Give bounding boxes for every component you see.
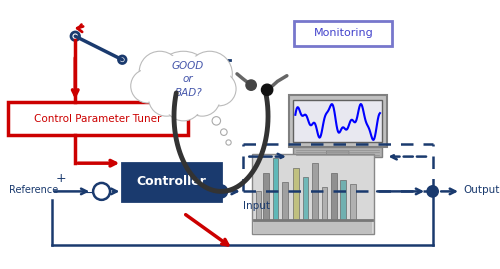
Bar (322, 187, 328, 220)
Text: +: + (56, 172, 66, 185)
Text: Output: Output (464, 185, 500, 194)
Circle shape (212, 117, 220, 125)
Bar (303, 177, 308, 220)
Bar (312, 163, 318, 220)
Circle shape (130, 69, 164, 103)
Text: Control Parameter Tuner: Control Parameter Tuner (34, 114, 162, 123)
Circle shape (246, 80, 256, 90)
Text: GOOD
or
BAD?: GOOD or BAD? (172, 61, 204, 98)
Bar (340, 180, 346, 220)
FancyBboxPatch shape (288, 95, 386, 147)
FancyBboxPatch shape (294, 100, 382, 143)
FancyBboxPatch shape (294, 21, 392, 46)
Bar (282, 182, 288, 220)
Circle shape (262, 84, 273, 95)
Bar (256, 192, 262, 220)
Circle shape (214, 185, 228, 198)
FancyBboxPatch shape (8, 102, 188, 135)
Circle shape (204, 73, 234, 104)
Circle shape (154, 51, 214, 111)
Circle shape (226, 140, 231, 145)
Text: Input: Input (242, 200, 270, 211)
Bar (273, 158, 278, 220)
Circle shape (164, 83, 202, 121)
FancyBboxPatch shape (252, 154, 374, 234)
FancyBboxPatch shape (294, 147, 382, 157)
FancyBboxPatch shape (122, 163, 221, 201)
Text: −: − (84, 187, 94, 200)
Circle shape (184, 80, 220, 116)
Bar (264, 173, 269, 220)
Circle shape (166, 85, 200, 119)
Circle shape (132, 70, 163, 102)
Text: Controller: Controller (136, 175, 206, 189)
Text: Reference: Reference (10, 185, 58, 194)
Circle shape (189, 53, 230, 95)
Circle shape (139, 51, 180, 93)
Text: Monitoring: Monitoring (314, 29, 373, 38)
Circle shape (186, 82, 218, 115)
Circle shape (148, 80, 184, 116)
Bar (350, 184, 356, 220)
Circle shape (156, 54, 211, 109)
FancyBboxPatch shape (254, 221, 372, 234)
Bar (294, 168, 299, 220)
Circle shape (150, 82, 183, 115)
Bar (331, 173, 336, 220)
FancyBboxPatch shape (326, 151, 349, 156)
Circle shape (202, 72, 236, 106)
Circle shape (427, 186, 438, 197)
Circle shape (187, 51, 232, 96)
Circle shape (141, 53, 179, 91)
Circle shape (220, 129, 227, 135)
